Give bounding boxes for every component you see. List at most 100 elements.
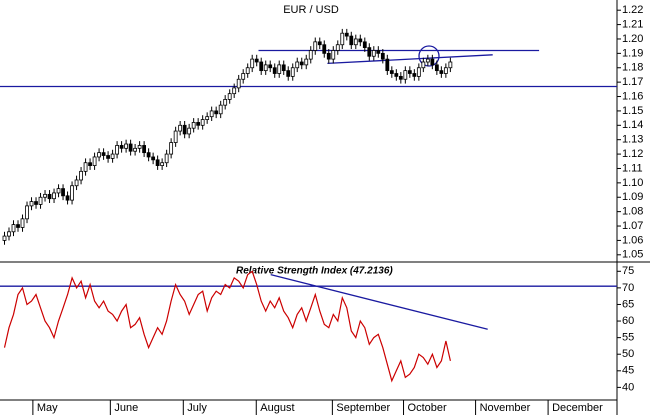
y-tick-label: 1.17 bbox=[622, 76, 643, 88]
candle-body bbox=[371, 50, 376, 57]
candle-body bbox=[281, 64, 286, 72]
candle-body bbox=[70, 185, 74, 201]
candle-body bbox=[232, 87, 237, 95]
candle-body bbox=[2, 235, 7, 241]
candle-body bbox=[272, 67, 277, 74]
candle-body bbox=[29, 201, 34, 207]
candle-body bbox=[317, 41, 322, 46]
candle-body bbox=[227, 93, 232, 100]
x-tick-label: November bbox=[480, 402, 531, 414]
candle-body bbox=[164, 153, 169, 164]
candle-body bbox=[52, 192, 56, 200]
candle-body bbox=[443, 67, 448, 74]
candle-body bbox=[151, 156, 156, 161]
candle-body bbox=[236, 78, 241, 89]
candle-body bbox=[196, 122, 201, 126]
candle-body bbox=[394, 73, 399, 77]
y-tick-label: 45 bbox=[622, 365, 634, 377]
y-tick-label: 1.09 bbox=[622, 191, 643, 203]
candle-body bbox=[389, 70, 394, 74]
candle-body bbox=[407, 70, 412, 74]
x-tick-label: July bbox=[187, 402, 207, 414]
y-tick-label: 50 bbox=[622, 348, 634, 360]
candle-body bbox=[106, 155, 110, 159]
candle-body bbox=[160, 162, 165, 166]
candle-body bbox=[335, 44, 340, 51]
candle-body bbox=[88, 162, 92, 166]
candle-body bbox=[353, 38, 358, 46]
candle-body bbox=[299, 61, 304, 66]
candle-body bbox=[430, 58, 435, 66]
candle-body bbox=[349, 35, 354, 46]
candle-body bbox=[137, 145, 142, 149]
candle-body bbox=[214, 110, 219, 115]
candle-body bbox=[79, 170, 83, 181]
candle-body bbox=[47, 193, 52, 200]
y-tick-label: 1.19 bbox=[622, 47, 643, 59]
chart-title: EUR / USD bbox=[283, 4, 339, 16]
candle-body bbox=[142, 145, 147, 154]
y-tick-label: 1.11 bbox=[622, 162, 643, 174]
candle-body bbox=[385, 58, 390, 72]
candle-body bbox=[304, 58, 309, 66]
y-tick-label: 75 bbox=[622, 265, 634, 277]
candle-body bbox=[92, 156, 97, 166]
candle-body bbox=[434, 64, 439, 72]
candle-body bbox=[83, 162, 88, 172]
candle-body bbox=[448, 61, 453, 69]
y-tick-label: 1.21 bbox=[622, 18, 643, 30]
x-tick-label: June bbox=[114, 402, 138, 414]
candle-body bbox=[416, 67, 421, 77]
y-tick-label: 1.20 bbox=[622, 33, 643, 45]
candle-body bbox=[119, 145, 124, 149]
candle-body bbox=[367, 47, 372, 57]
candle-body bbox=[286, 70, 291, 77]
y-tick-label: 1.05 bbox=[622, 249, 643, 261]
candle-body bbox=[101, 152, 106, 156]
y-tick-label: 1.14 bbox=[622, 119, 643, 131]
candle-body bbox=[178, 124, 183, 132]
candle-body bbox=[97, 152, 101, 158]
y-tick-label: 1.08 bbox=[622, 206, 643, 218]
candle-body bbox=[295, 61, 300, 69]
candle-body bbox=[331, 50, 336, 60]
y-tick-label: 1.10 bbox=[622, 177, 643, 189]
x-tick-label: August bbox=[260, 402, 294, 414]
candle-body bbox=[250, 58, 255, 69]
candle-body bbox=[56, 188, 61, 194]
y-tick-label: 1.22 bbox=[622, 4, 643, 16]
candle-body bbox=[43, 193, 47, 198]
highlight-circle bbox=[418, 45, 440, 67]
candle-body bbox=[74, 179, 79, 187]
candle-body bbox=[412, 73, 417, 77]
candle-body bbox=[7, 231, 11, 237]
candle-body bbox=[421, 61, 426, 69]
candle-body bbox=[191, 122, 196, 129]
y-tick-label: 70 bbox=[622, 282, 634, 294]
candle-body bbox=[268, 64, 273, 69]
candle-body bbox=[205, 116, 210, 120]
y-tick-label: 1.13 bbox=[622, 134, 643, 146]
candle-body bbox=[34, 201, 38, 205]
y-tick-label: 1.18 bbox=[622, 62, 643, 74]
candle-body bbox=[259, 61, 264, 72]
y-tick-label: 40 bbox=[622, 381, 634, 393]
x-tick-label: May bbox=[37, 402, 58, 414]
y-tick-label: 1.07 bbox=[622, 220, 643, 232]
candle-body bbox=[173, 130, 178, 143]
candle-body bbox=[25, 205, 29, 220]
candle-body bbox=[20, 218, 25, 228]
candle-body bbox=[308, 50, 313, 60]
candle-body bbox=[187, 127, 192, 135]
y-tick-label: 65 bbox=[622, 298, 634, 310]
candle-body bbox=[182, 124, 187, 135]
candle-body bbox=[344, 32, 349, 37]
candle-body bbox=[376, 50, 381, 54]
candle-body bbox=[439, 70, 444, 74]
y-tick-label: 1.12 bbox=[622, 148, 643, 160]
x-tick-label: September bbox=[336, 402, 390, 414]
y-tick-label: 1.16 bbox=[622, 90, 643, 102]
